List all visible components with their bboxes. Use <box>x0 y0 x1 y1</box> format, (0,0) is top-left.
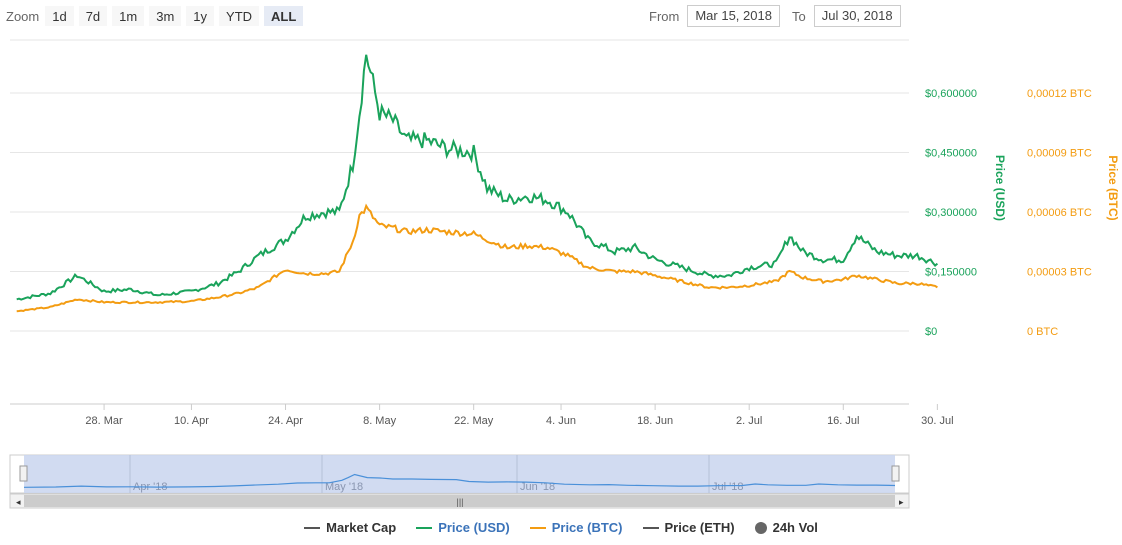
x-tick-label: 2. Jul <box>736 415 762 427</box>
legend-price-usd[interactable]: Price (USD) <box>416 520 510 535</box>
navigator-series-line <box>23 473 896 488</box>
legend-24h-vol-dot-icon <box>754 521 767 534</box>
x-tick-label: 22. May <box>454 415 494 427</box>
scrollbar-thumb[interactable] <box>24 495 895 507</box>
legend-price-btc-label: Price (BTC) <box>551 520 623 535</box>
legend-price-eth-swatch <box>642 526 659 529</box>
zoom-ytd-button[interactable]: YTD <box>219 6 260 26</box>
legend-market-cap-label: Market Cap <box>326 520 397 535</box>
legend-market-cap[interactable]: Market Cap <box>304 520 396 535</box>
y-axis-btc: 0 BTC 0,00003 BTC 0,00006 BTC 0,00009 BTC 0,… <box>1027 88 1092 338</box>
date-range-from: From Mar 15, 2018 <box>649 5 780 27</box>
navigator[interactable]: Apr '18 May '18 Jun '18 Jul '18 ◂ ▸ ||| <box>9 454 910 509</box>
y-right-tick-label: 0,00003 BTC <box>1027 267 1092 279</box>
date-range-to: To Jul 30, 2018 <box>792 5 901 27</box>
x-tick-label: 16. Jul <box>827 415 859 427</box>
zoom-all-button[interactable]: ALL <box>264 6 304 26</box>
to-label: To <box>792 8 806 24</box>
y-right-tick-label: 0 BTC <box>1027 326 1058 338</box>
x-tick-label: 24. Apr <box>268 415 303 427</box>
zoom-3m-button[interactable]: 3m <box>149 6 182 26</box>
y-right-tick-label: 0,00006 BTC <box>1027 207 1092 219</box>
grid-lines <box>10 39 909 405</box>
y-left-tick-label: $0 <box>925 326 937 338</box>
legend-price-btc[interactable]: Price (BTC) <box>529 520 623 535</box>
x-tick-label: 10. Apr <box>174 415 209 427</box>
legend-price-usd-swatch <box>416 526 433 529</box>
y-left-tick-label: $0,600000 <box>925 88 977 100</box>
legend-price-eth[interactable]: Price (ETH) <box>642 520 735 535</box>
zoom-1d-button[interactable]: 1d <box>45 6 74 26</box>
legend-market-cap-swatch <box>304 526 321 529</box>
y-axis-btc-title: Price (BTC) <box>1106 155 1120 220</box>
to-date-input[interactable]: Jul 30, 2018 <box>813 5 901 27</box>
x-tick-label: 18. Jun <box>637 415 673 427</box>
legend-price-usd-label: Price (USD) <box>438 520 510 535</box>
x-tick-label: 28. Mar <box>85 415 123 427</box>
legend-24h-vol[interactable]: 24h Vol <box>754 520 818 535</box>
navigator-left-handle[interactable] <box>19 465 28 482</box>
navigator-label: Jul '18 <box>712 481 743 493</box>
x-axis: 28. Mar 10. Apr 24. Apr 8. May 22. May 4. Jun… <box>85 404 954 427</box>
legend-price-btc-swatch <box>529 526 546 529</box>
scrollbar-right-arrow-icon[interactable]: ▸ <box>899 497 904 507</box>
y-left-tick-label: $0,450000 <box>925 148 977 160</box>
legend-24h-vol-label: 24h Vol <box>772 520 818 535</box>
zoom-7d-button[interactable]: 7d <box>78 6 108 26</box>
y-right-tick-label: 0,00012 BTC <box>1027 88 1092 100</box>
y-axis-usd: $0 $0,150000 $0,300000 $0,450000 $0,600000 <box>925 88 977 338</box>
x-tick-label: 30. Jul <box>921 415 953 427</box>
zoom-label: Zoom <box>6 8 40 24</box>
y-left-tick-label: $0,300000 <box>925 207 977 219</box>
x-tick-label: 8. May <box>363 415 397 427</box>
series-lines <box>16 54 939 313</box>
navigator-right-handle[interactable] <box>891 465 900 482</box>
x-tick-label: 4. Jun <box>546 415 576 427</box>
series-line-price-btc <box>16 203 938 313</box>
from-label: From <box>649 8 680 24</box>
series-line-price-usd <box>16 54 939 301</box>
zoom-1y-button[interactable]: 1y <box>186 6 215 26</box>
scrollbar-grip-icon[interactable]: ||| <box>456 497 463 507</box>
y-left-tick-label: $0,150000 <box>925 267 977 279</box>
y-right-tick-label: 0,00009 BTC <box>1027 148 1092 160</box>
from-date-input[interactable]: Mar 15, 2018 <box>687 5 780 27</box>
price-chart: 28. Mar 10. Apr 24. Apr 8. May 22. May 4. Jun… <box>9 39 1120 509</box>
navigator-label: Jun '18 <box>520 481 555 493</box>
navigator-label: May '18 <box>325 481 363 493</box>
zoom-1m-button[interactable]: 1m <box>112 6 145 26</box>
chart-legend: Market Cap Price (USD) Price (BTC) Price… <box>0 520 1122 535</box>
zoom-toolbar: Zoom 1d 7d 1m 3m 1y YTD ALL <box>6 5 308 27</box>
legend-price-eth-label: Price (ETH) <box>664 520 735 535</box>
scrollbar-left-arrow-icon[interactable]: ◂ <box>16 497 21 507</box>
y-axis-usd-title: Price (USD) <box>993 155 1007 221</box>
